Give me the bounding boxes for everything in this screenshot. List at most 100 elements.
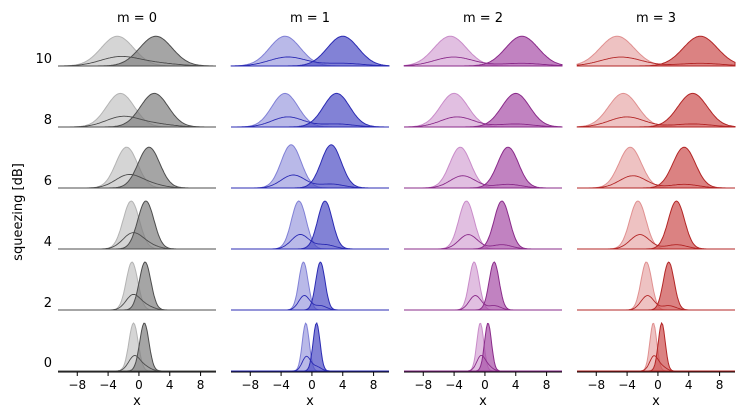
row-label-10: 10 <box>35 52 52 67</box>
panel-m1-db0 <box>231 322 389 372</box>
x-tick-label-m3-1: −4 <box>618 378 636 392</box>
x-tick-label-m2-3: 4 <box>512 378 520 392</box>
curve-m0-db4 <box>58 232 216 250</box>
x-tick-label-m2-2: 0 <box>481 378 489 392</box>
panel-m3-db0 <box>577 321 735 372</box>
curve-m2-db0 <box>404 354 562 372</box>
column-titles: m = 0 m = 1 m = 2 m = 3 <box>117 11 676 26</box>
area-left-m1-db2 <box>231 261 389 311</box>
curve-m1-db6 <box>231 174 389 189</box>
x-tick-label-m2-4: 8 <box>543 378 551 392</box>
x-axis-label-m3: x <box>652 394 660 409</box>
panel-m1-db4 <box>231 200 389 250</box>
panels-grid <box>58 35 736 372</box>
row-label-6: 6 <box>44 174 52 189</box>
panel-m3-db6 <box>577 146 735 189</box>
y-axis-label: squeezing [dB] <box>11 163 26 261</box>
curve-m3-db2 <box>577 295 735 311</box>
column-title-m2: m = 2 <box>463 11 503 26</box>
curve-m1-db2 <box>231 295 389 311</box>
curve-m2-db4 <box>404 234 562 250</box>
curve-m1-db4 <box>231 234 389 250</box>
panel-m2-db4 <box>404 200 562 250</box>
x-axis-m0: −8 −4 0 4 8 <box>58 371 216 392</box>
area-right-m3-db6 <box>577 146 735 189</box>
x-axis-m2: −8 −4 0 4 8 <box>404 371 562 392</box>
panel-m3-db2 <box>577 261 735 311</box>
x-tick-label-m0-2: 0 <box>135 378 143 392</box>
area-right-m0-db4 <box>58 200 216 250</box>
x-axis-label-m0: x <box>133 394 141 409</box>
area-right-m3-db10 <box>577 35 736 67</box>
row-labels: 10 8 6 4 2 0 <box>35 52 52 371</box>
curve-m3-db8 <box>577 116 735 128</box>
area-right-m0-db8 <box>58 92 216 128</box>
area-right-m2-db10 <box>404 35 563 67</box>
x-tick-label-m0-3: 4 <box>166 378 174 392</box>
panel-m0-db6 <box>58 146 216 189</box>
panel-m2-db0 <box>404 322 562 372</box>
column-title-m3: m = 3 <box>636 11 676 26</box>
curve-m3-db10 <box>576 56 735 66</box>
x-tick-label-m1-0: −8 <box>241 378 259 392</box>
x-axes: −8 −4 0 4 8 −8 −4 0 4 8 −8 −4 0 4 8 −8 −4 0 4 8 <box>58 371 735 392</box>
area-right-m0-db6 <box>58 146 216 189</box>
x-tick-label-m2-1: −4 <box>445 378 463 392</box>
curve-m1-db10 <box>231 56 389 67</box>
panel-m0-db0 <box>58 322 216 372</box>
curve-m0-db6 <box>58 174 216 189</box>
curve-m0-db10 <box>58 55 217 67</box>
x-tick-label-m1-2: 0 <box>308 378 316 392</box>
curve-m3-db6 <box>577 175 735 189</box>
curve-m2-db2 <box>404 295 562 311</box>
panel-m0-db2 <box>58 261 216 311</box>
row-label-2: 2 <box>44 296 52 311</box>
curve-m1-db0 <box>231 355 389 372</box>
area-right-m1-db10 <box>231 35 390 67</box>
panel-m2-db2 <box>404 261 562 311</box>
x-tick-label-m0-0: −8 <box>68 378 86 392</box>
panel-m3-db4 <box>577 200 735 250</box>
area-right-m2-db8 <box>404 92 563 128</box>
x-tick-label-m3-0: −8 <box>587 378 605 392</box>
x-axis-m3: −8 −4 0 4 8 <box>577 371 735 392</box>
panel-m1-db6 <box>231 144 389 189</box>
panel-m1-db8 <box>231 92 389 128</box>
area-left-m2-db4 <box>404 200 562 250</box>
x-axis-label-m1: x <box>306 394 314 409</box>
column-title-m0: m = 0 <box>117 11 157 26</box>
area-right-m2-db6 <box>404 146 562 189</box>
area-left-m2-db6 <box>404 146 562 189</box>
area-right-m0-db10 <box>58 35 216 67</box>
x-tick-label-m1-3: 4 <box>339 378 347 392</box>
panel-m2-db8 <box>403 92 563 128</box>
x-tick-label-m1-4: 8 <box>370 378 378 392</box>
x-axis-labels: x x x x <box>133 394 660 409</box>
row-label-0: 0 <box>44 356 52 371</box>
x-tick-label-m3-3: 4 <box>685 378 693 392</box>
area-right-m2-db4 <box>404 200 562 250</box>
panel-m3-db8 <box>576 92 736 128</box>
row-label-8: 8 <box>44 113 52 128</box>
x-tick-label-m0-1: −4 <box>99 378 117 392</box>
panel-m0-db8 <box>58 92 216 128</box>
x-tick-label-m3-4: 8 <box>716 378 724 392</box>
panel-m0-db4 <box>58 200 216 250</box>
x-tick-label-m0-4: 8 <box>197 378 205 392</box>
curve-m2-db8 <box>404 116 562 128</box>
x-tick-label-m2-0: −8 <box>414 378 432 392</box>
area-right-m3-db4 <box>577 200 735 250</box>
x-tick-label-m1-1: −4 <box>272 378 290 392</box>
area-left-m3-db4 <box>577 200 735 250</box>
panel-m1-db2 <box>231 261 389 311</box>
curve-m0-db8 <box>58 115 216 128</box>
curve-m0-db2 <box>58 293 216 311</box>
area-left-m1-db6 <box>231 144 389 189</box>
x-axis-label-m2: x <box>479 394 487 409</box>
column-title-m1: m = 1 <box>290 11 330 26</box>
x-axis-m1: −8 −4 0 4 8 <box>231 371 389 392</box>
row-label-4: 4 <box>44 235 52 250</box>
curve-m2-db10 <box>403 56 563 67</box>
panel-m1-db10 <box>230 35 390 67</box>
